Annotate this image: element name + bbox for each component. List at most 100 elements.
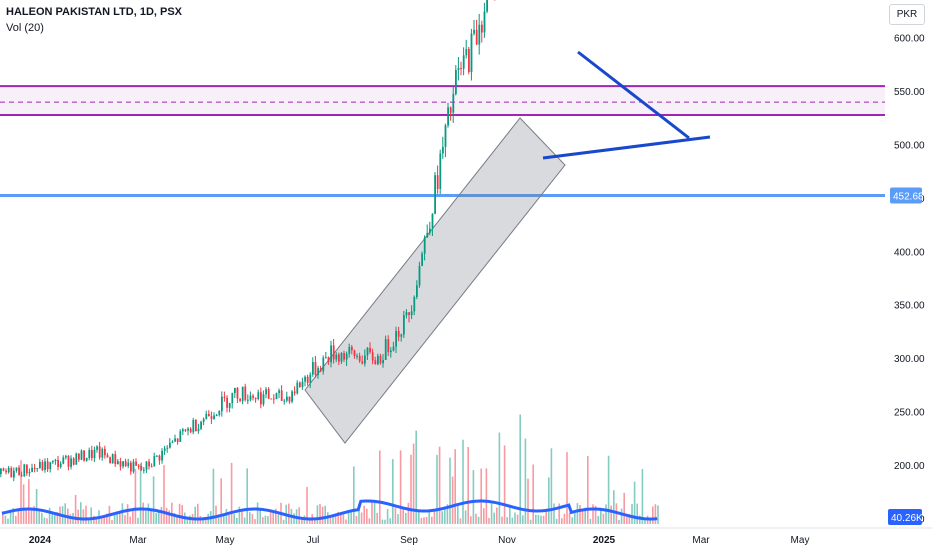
volume-ma-tag [888, 509, 922, 525]
volume-bar [220, 478, 222, 524]
candle-body [317, 368, 319, 375]
candle-body [176, 438, 179, 442]
volume-bar [358, 503, 360, 524]
volume-bar [217, 516, 220, 524]
zone-fill [0, 86, 885, 115]
volume-bar [522, 515, 524, 524]
candle-body [231, 393, 234, 404]
candle-body [132, 461, 135, 472]
volume-bar [532, 464, 534, 524]
volume-bar [129, 516, 131, 524]
volume-bar [394, 508, 397, 524]
volume-bar [594, 505, 597, 524]
volume-bar [363, 505, 365, 524]
volume-bar [472, 470, 475, 524]
candle-body [26, 464, 28, 474]
volume-bar [77, 509, 79, 524]
volume-indicator-label[interactable]: Vol (20) [6, 22, 44, 34]
y-tick-label: 350.00 [894, 301, 925, 312]
volume-bar [431, 516, 433, 524]
candle-body [226, 397, 228, 408]
currency-button[interactable]: PKR [889, 4, 925, 25]
volume-bar [386, 509, 389, 524]
volume-bar [155, 513, 157, 524]
candle-body [306, 376, 309, 383]
candle-body [31, 467, 33, 472]
candle-body [7, 467, 10, 473]
candle-body [275, 393, 278, 400]
volume-bar [82, 509, 85, 524]
x-tick-label: May [791, 535, 810, 546]
candle-body [117, 461, 119, 464]
volume-bar [649, 519, 651, 524]
candle-body [234, 387, 236, 394]
volume-bar [584, 507, 586, 524]
volume-bar [262, 517, 264, 524]
volume-bar [589, 518, 592, 524]
volume-bar [178, 503, 181, 524]
trend-lines [542, 50, 711, 160]
volume-bar [600, 509, 602, 524]
volume-bar [126, 504, 129, 524]
candle-body [395, 331, 397, 347]
y-tick-label: 250.00 [894, 408, 925, 419]
volume-bar [56, 512, 59, 524]
candle-body [148, 461, 150, 467]
candle-body [408, 312, 410, 315]
volume-bar [345, 519, 347, 524]
x-tick-label: Nov [498, 535, 516, 546]
volume-bar [571, 517, 573, 524]
candle-body [332, 345, 335, 360]
volume-bar [485, 468, 488, 524]
rising-channel [304, 117, 566, 444]
volume-bar [163, 465, 165, 524]
volume-bar [373, 502, 376, 524]
candle-body [200, 421, 202, 429]
volume-bar [64, 503, 66, 524]
volume-bar [301, 517, 303, 524]
volume-bar [545, 508, 547, 524]
volume-bar [353, 466, 355, 524]
volume-ma-line [1, 499, 658, 521]
candle-body [236, 387, 239, 399]
resistance-zone [0, 85, 885, 197]
ascending-trend-line [542, 135, 711, 160]
volume-bar [256, 502, 259, 524]
volume-bar [314, 518, 316, 524]
volume-bar [137, 517, 139, 524]
candle-body [59, 463, 62, 468]
volume-bar [236, 517, 238, 524]
volume-bar [181, 505, 183, 524]
candle-body [392, 346, 395, 351]
volume-bar [22, 484, 25, 524]
volume-bar [254, 519, 256, 524]
x-tick-label: 2024 [29, 535, 52, 546]
volume-bar [457, 505, 459, 524]
volume-bar [347, 510, 350, 524]
volume-bar [449, 457, 451, 524]
volume-bar [355, 515, 358, 524]
volume-bar [425, 517, 428, 524]
volume-bar [132, 509, 134, 524]
volume-bar [454, 449, 456, 524]
y-tick-label: 550.00 [894, 87, 925, 98]
candle-body [343, 353, 345, 360]
volume-bar [194, 506, 196, 524]
volume-bar [607, 455, 610, 524]
candle-body [239, 398, 241, 401]
volume-bar [173, 513, 176, 524]
volume-bar [420, 517, 423, 524]
volume-bar [480, 468, 482, 524]
candle-body [322, 357, 325, 372]
volume-bar [69, 514, 72, 524]
candle-body [80, 450, 83, 460]
candle-body [166, 447, 169, 449]
volume-bar [418, 509, 420, 524]
volume-bar [368, 518, 371, 524]
candle-body [470, 33, 473, 73]
candle-body [140, 466, 143, 471]
candle-body [119, 461, 122, 467]
volume-bar [641, 469, 644, 524]
candle-body [379, 355, 382, 364]
